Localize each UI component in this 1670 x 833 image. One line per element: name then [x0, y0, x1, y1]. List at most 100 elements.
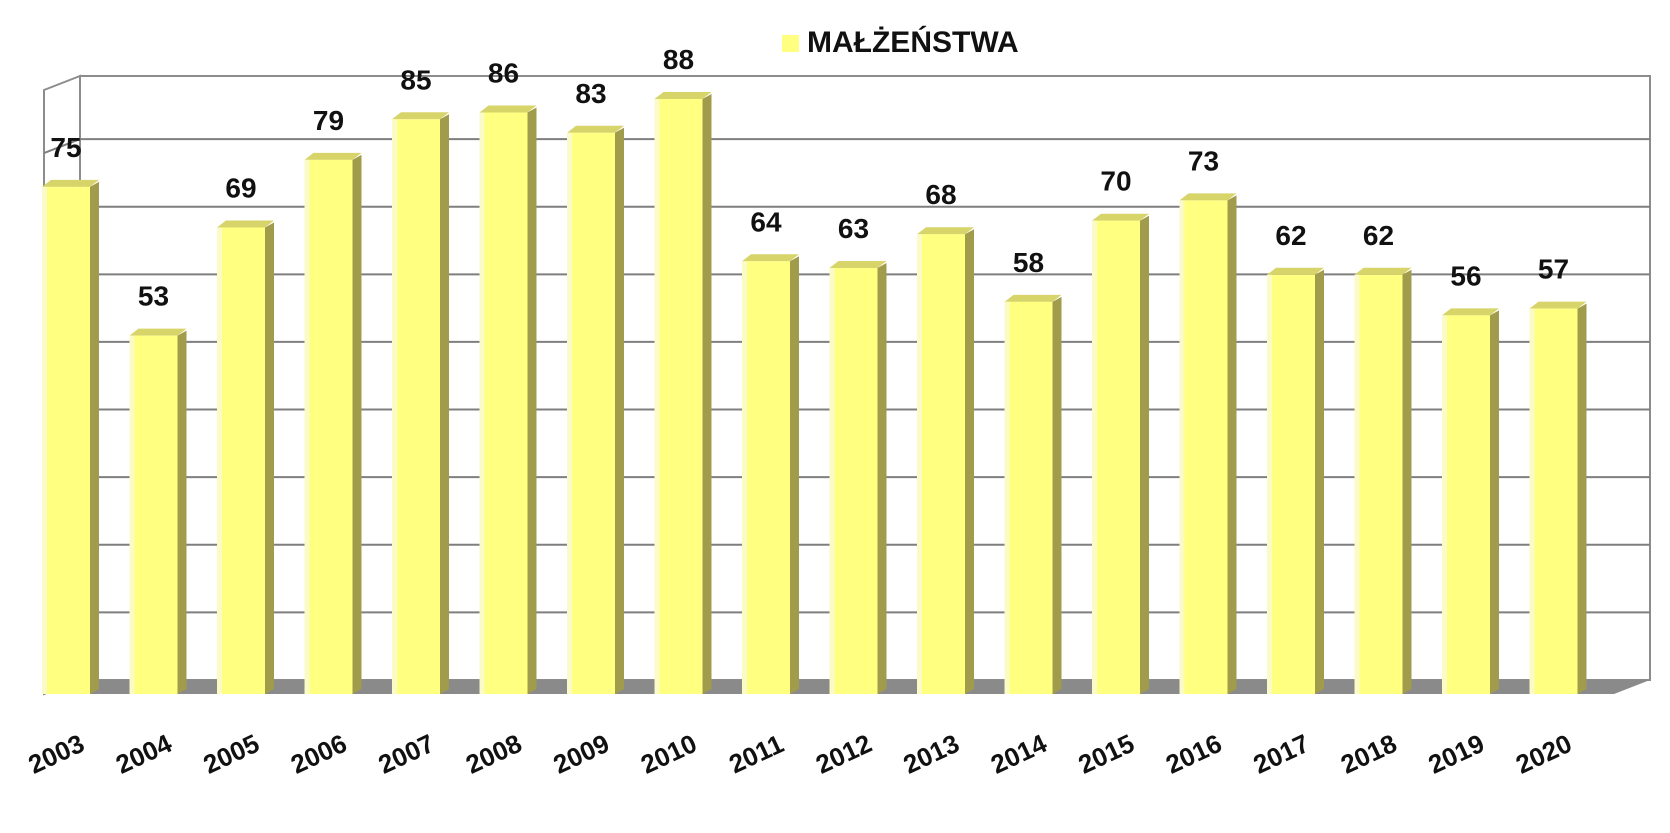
- legend: MAŁŻEŃSTWA: [782, 26, 1019, 60]
- bar: [829, 268, 878, 694]
- data-label: 86: [488, 58, 519, 89]
- data-label: 88: [663, 44, 694, 75]
- data-label: 56: [1450, 260, 1481, 291]
- bar: [1004, 301, 1053, 694]
- bar-side: [1577, 303, 1587, 694]
- bar-side: [527, 107, 537, 695]
- bar-highlight: [1442, 315, 1447, 694]
- bar-side: [1402, 269, 1412, 694]
- bar-side: [1140, 215, 1149, 695]
- bar: [1354, 274, 1403, 694]
- bar: [742, 261, 790, 694]
- bar-side: [1227, 195, 1237, 694]
- data-label: 64: [750, 206, 782, 237]
- bar: [392, 119, 440, 695]
- bar-highlight: [304, 159, 310, 694]
- bar-highlight: [392, 119, 397, 695]
- bar-highlight: [129, 335, 135, 694]
- bar-side: [177, 330, 187, 694]
- bar-top: [304, 152, 362, 160]
- data-label: 73: [1188, 145, 1219, 176]
- x-tick-label: 2007: [374, 728, 439, 780]
- data-label: 85: [400, 64, 431, 95]
- x-tick-label: 2008: [461, 728, 526, 780]
- x-tick-label: 2018: [1336, 728, 1401, 780]
- bar-top: [1354, 267, 1412, 275]
- data-label: 83: [575, 78, 606, 109]
- bar-highlight: [42, 186, 47, 695]
- legend-label: MAŁŻEŃSTWA: [807, 26, 1019, 59]
- x-tick-label: 2004: [111, 728, 177, 780]
- bar: [917, 234, 965, 694]
- data-label: 57: [1538, 254, 1569, 285]
- data-label: 79: [313, 105, 344, 136]
- x-tick-label: 2019: [1424, 728, 1489, 780]
- bar-side: [790, 256, 799, 694]
- bar-highlight: [917, 234, 922, 694]
- x-tick-label: 2009: [549, 728, 614, 780]
- bar-highlight: [567, 132, 572, 694]
- data-label: 69: [225, 172, 256, 203]
- data-label: 58: [1013, 247, 1044, 278]
- data-label: 62: [1363, 220, 1394, 251]
- gridline-side: [43, 138, 81, 155]
- bar: [1442, 315, 1490, 694]
- x-tick-label: 2014: [986, 728, 1052, 780]
- bar-top: [917, 227, 974, 235]
- bar-highlight: [1267, 274, 1272, 694]
- bar: [654, 99, 703, 694]
- bar: [42, 186, 90, 695]
- bar-top: [1092, 213, 1149, 221]
- bar-highlight: [654, 99, 660, 694]
- bar: [304, 159, 353, 694]
- bar: [1179, 200, 1228, 694]
- bar-top: [1179, 193, 1237, 201]
- x-tick-label: 2003: [24, 728, 89, 780]
- bar-side: [440, 114, 449, 695]
- bar-highlight: [1179, 200, 1185, 694]
- x-tick-label: 2012: [811, 728, 876, 780]
- x-tick-label: 2011: [724, 728, 788, 779]
- bar: [1529, 308, 1578, 694]
- bar: [479, 112, 528, 695]
- bar-top: [42, 179, 99, 187]
- bar-top: [654, 92, 712, 99]
- x-tick-label: 2010: [636, 728, 701, 780]
- bar-top: [567, 125, 624, 133]
- bar-side: [265, 222, 274, 694]
- bar-side: [352, 154, 362, 694]
- data-label: 53: [138, 281, 169, 312]
- bar-highlight: [1529, 308, 1535, 694]
- data-label: 75: [50, 132, 81, 163]
- bar-side: [615, 127, 624, 694]
- x-tick-label: 2013: [899, 728, 964, 780]
- bar-highlight: [217, 227, 222, 694]
- bar-top: [742, 254, 799, 262]
- bar: [129, 335, 178, 694]
- bar-top: [129, 328, 187, 336]
- bar-highlight: [829, 268, 835, 694]
- bar: [217, 227, 265, 694]
- x-tick-label: 2005: [199, 728, 264, 780]
- x-tick-label: 2020: [1511, 728, 1576, 780]
- bar-side: [1052, 296, 1062, 694]
- x-tick-label: 2016: [1161, 728, 1226, 780]
- bar-side: [90, 181, 99, 695]
- bar-highlight: [479, 112, 485, 695]
- bar-side: [1490, 310, 1499, 694]
- bar-top: [1267, 267, 1324, 275]
- bar: [1267, 274, 1315, 694]
- bar-top: [1442, 308, 1499, 316]
- x-tick-label: 2006: [286, 728, 351, 780]
- bar-side: [877, 263, 887, 694]
- data-label: 70: [1100, 166, 1131, 197]
- bar-highlight: [1004, 301, 1010, 694]
- data-label: 68: [925, 179, 956, 210]
- bar-highlight: [742, 261, 747, 694]
- bar-top: [479, 105, 537, 113]
- bar-side: [702, 94, 712, 694]
- bar-top: [392, 112, 449, 120]
- data-label: 62: [1275, 220, 1306, 251]
